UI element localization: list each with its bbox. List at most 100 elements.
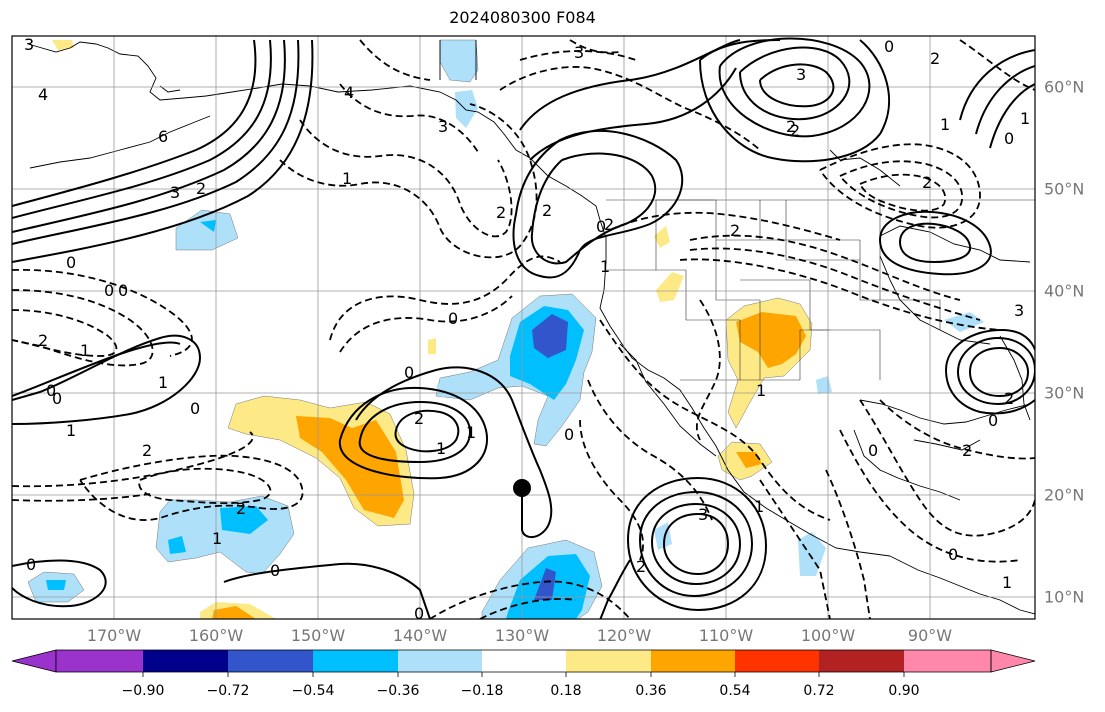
graticule [12, 36, 1035, 619]
contour-label: 0 [66, 253, 76, 272]
contour-label: 2 [38, 331, 48, 350]
lat-label-20n: 20°N [1044, 485, 1085, 505]
blue-anomaly-south-core [534, 568, 556, 600]
colorbar-bin-11 [904, 650, 991, 672]
contour-label: 1 [66, 421, 76, 440]
lon-label-160w: 160°W [188, 626, 244, 645]
colorbar-label-4: −0.36 [376, 683, 420, 699]
contour-label: 1 [1020, 109, 1030, 128]
colorbar-label-8: 0.54 [719, 683, 751, 699]
blue-anomaly-d [200, 220, 216, 232]
contour-label: 4 [38, 85, 48, 104]
lat-label-50n: 50°N [1044, 179, 1085, 199]
colorbar-bin-6 [482, 650, 566, 672]
lat-label-10n: 10°N [1044, 587, 1085, 607]
contour-label: 1 [466, 423, 476, 442]
contour-label: 2 [196, 179, 206, 198]
yellow-anomaly-spot-1 [428, 338, 436, 354]
map-title: 2024080300 F084 [449, 8, 596, 27]
colorbar-label-9: 0.72 [803, 683, 835, 699]
orange-anomaly-sw [212, 606, 256, 619]
colorbar-label-2: −0.72 [206, 683, 250, 699]
contour-label: 2 [604, 215, 614, 234]
colorbar-bin-10 [819, 650, 904, 672]
storm-center-dot [513, 479, 531, 497]
colorbar-bin-3 [228, 650, 313, 672]
blue-anomaly-b [455, 90, 478, 128]
colorbar-bin-4 [313, 650, 398, 672]
lon-label-130w: 130°W [494, 626, 550, 645]
plot-frame [11, 35, 1036, 620]
lon-label-170w: 170°W [86, 626, 142, 645]
contour-label: 0 [414, 604, 424, 623]
contour-label: 2 [414, 409, 424, 428]
orange-anomaly-sw-us [736, 312, 806, 368]
contour-label: 0 [596, 217, 606, 236]
lat-label-30n: 30°N [1044, 383, 1085, 403]
contour-label: 0 [104, 281, 114, 300]
lon-label-120w: 120°W [596, 626, 652, 645]
contour-label: 3 [574, 43, 584, 62]
contour-label: 1 [80, 341, 90, 360]
colorbar-bin-2 [143, 650, 228, 672]
yellow-anomaly-az [656, 272, 684, 302]
yellow-anomaly-nv [654, 226, 670, 248]
contour-label: 0 [190, 399, 200, 418]
lon-label-150w: 150°W [290, 626, 346, 645]
orange-anomaly-band [296, 416, 404, 518]
contour-label: 0 [404, 363, 414, 382]
contour-label: 4 [344, 83, 354, 102]
blue-anomaly-hawaii-core [220, 506, 268, 534]
contour-label: 0 [26, 555, 36, 574]
contour-label: 1 [600, 257, 610, 276]
contour-label: 1 [212, 529, 222, 548]
colorbar-label-6: 0.18 [550, 683, 582, 699]
colorbar-label-5: −0.18 [460, 683, 504, 699]
contour-label: 0 [270, 561, 280, 580]
contour-label: 1 [754, 497, 764, 516]
contour-label: 0 [884, 37, 894, 56]
contour-label: 2 [496, 203, 506, 222]
lat-label-60n: 60°N [1044, 77, 1085, 97]
colorbar-outline [55, 649, 992, 673]
contour-label: 0 [564, 425, 574, 444]
contour-label: 0 [52, 389, 62, 408]
contour-label: 1 [1002, 573, 1012, 592]
lon-label-110w: 110°W [698, 626, 754, 645]
positive-contours [12, 37, 1035, 619]
blue-anomaly-west-core [46, 580, 66, 590]
negative-contours [12, 39, 1035, 619]
contour-label: 1 [940, 115, 950, 134]
colorbar-label-7: 0.36 [635, 683, 667, 699]
colorbar-bin-9 [735, 650, 819, 672]
colorbar [11, 649, 1036, 677]
contour-label: 2 [636, 557, 646, 576]
colorbar-bin-7 [566, 650, 651, 672]
colorbar-bin-5 [398, 650, 482, 672]
coastlines [27, 40, 1035, 615]
blue-anomaly-hawaii-spot [168, 536, 186, 554]
colorbar-upper-extend [990, 649, 1036, 673]
contour-label: 3 [1014, 301, 1024, 320]
contour-label: 2 [142, 441, 152, 460]
contour-label: 0 [868, 441, 878, 460]
contour-label: 2 [790, 121, 800, 140]
lon-label-140w: 140°W [392, 626, 448, 645]
contour-label: 0 [448, 309, 458, 328]
lat-label-40n: 40°N [1044, 281, 1085, 301]
blue-anomaly-spot-5 [944, 312, 984, 332]
contour-label: 1 [436, 439, 446, 458]
contour-label: 0 [948, 545, 958, 564]
contour-label: 1 [158, 373, 168, 392]
orange-anomaly-mexico [736, 452, 762, 468]
contour-label: 2 [930, 49, 940, 68]
contour-label: 3 [24, 35, 34, 54]
colorbar-label-3: −0.54 [291, 683, 335, 699]
lon-label-100w: 100°W [800, 626, 856, 645]
colorbar-bin-8 [651, 650, 735, 672]
contour-label: 2 [922, 173, 932, 192]
contour-label: 3 [698, 505, 708, 524]
contour-label: 0 [988, 411, 998, 430]
colorbar-label-1: −0.90 [121, 683, 165, 699]
